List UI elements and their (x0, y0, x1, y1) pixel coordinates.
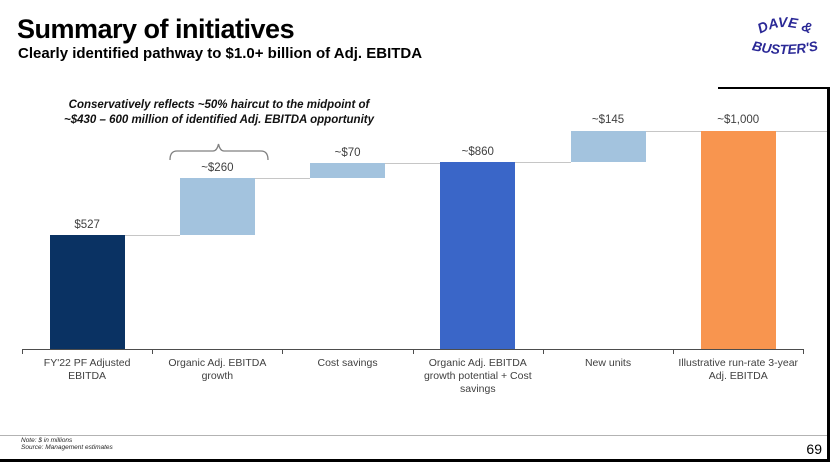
waterfall-bar (49, 235, 125, 350)
footnote-note: Note: $ in millions (21, 437, 73, 444)
footer-divider (0, 435, 827, 436)
footnote-source: Source: Management estimates (21, 444, 113, 451)
waterfall-bar (700, 130, 776, 350)
category-label: Cost savings (317, 357, 378, 369)
axis-tick (22, 350, 23, 354)
logo-line1: DAVE & (755, 14, 815, 37)
bar-value-label: ~$860 (461, 145, 494, 158)
axis-tick (673, 350, 675, 354)
frame-bottom-edge (0, 459, 830, 462)
axis-tick (152, 350, 154, 354)
waterfall-bar (570, 130, 646, 163)
axis-tick (803, 350, 805, 354)
axis-tick (412, 350, 414, 354)
bracket-icon (168, 139, 270, 168)
annotation-line2: ~$430 – 600 million of identified Adj. E… (63, 114, 374, 126)
axis-tick (282, 350, 284, 354)
dave-and-busters-logo: DAVE & BUSTER'S (750, 12, 820, 64)
bar-value-label: ~$70 (334, 146, 361, 159)
logo-graphic: DAVE & BUSTER'S (751, 14, 819, 57)
category-label: Organic Adj. EBITDA growth potential + C… (423, 357, 532, 395)
connector-line (254, 178, 311, 180)
x-axis-line (22, 349, 804, 350)
category-label: Illustrative run-rate 3-year Adj. EBITDA (678, 357, 799, 382)
page-number: 69 (806, 441, 822, 457)
category-label: FY'22 PF Adjusted EBITDA (43, 357, 131, 382)
frame-right-edge (827, 87, 830, 462)
annotation-line1: Conservatively reflects ~50% haircut to … (68, 99, 370, 111)
connector-line (385, 163, 441, 164)
bar-value-label: ~$1,000 (717, 114, 760, 127)
connector-line (775, 130, 827, 132)
bar-value-label: ~$260 (201, 161, 234, 174)
waterfall-bar (179, 178, 255, 235)
axis-tick (542, 350, 544, 354)
category-label: Organic Adj. EBITDA growth (168, 357, 267, 382)
connector-line (124, 235, 180, 236)
chart-annotation: Conservatively reflects ~50% haircut to … (28, 98, 410, 128)
connector-line (645, 130, 701, 132)
page-subtitle: Clearly identified pathway to $1.0+ bill… (18, 45, 423, 62)
svg-text:BUSTER'S: BUSTER'S (751, 38, 819, 57)
frame-corner-line (718, 87, 830, 89)
waterfall-bar (310, 163, 386, 179)
bar-value-label: ~$145 (591, 114, 625, 127)
page-title: Summary of initiatives (17, 14, 295, 44)
bar-value-label: $527 (74, 218, 100, 231)
connector-line (515, 162, 571, 164)
category-label: New units (584, 357, 632, 369)
logo-line2: BUSTER'S (751, 38, 819, 57)
waterfall-bar (440, 162, 516, 350)
svg-text:DAVE &: DAVE & (755, 14, 815, 37)
